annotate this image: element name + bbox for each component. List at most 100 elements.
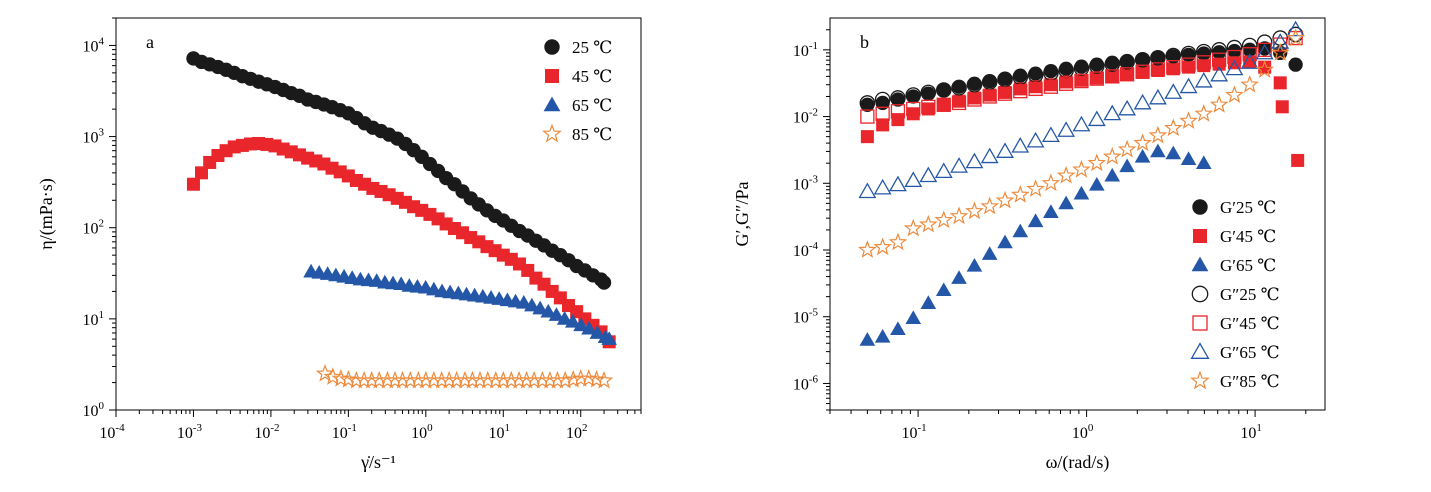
series-4 <box>315 363 614 389</box>
series-3 <box>859 143 1212 346</box>
data-point <box>1057 121 1076 137</box>
data-point <box>904 171 923 188</box>
data-point <box>995 190 1015 209</box>
legend-label: G″85 ℃ <box>1220 372 1280 391</box>
data-point <box>1119 158 1135 173</box>
data-point <box>1195 155 1212 170</box>
data-point <box>1257 42 1272 57</box>
data-point <box>1043 204 1059 218</box>
legend-item: 45 ℃ <box>545 67 612 86</box>
legend-marker <box>1190 342 1210 359</box>
x-axis-label: ω/(rad/s) <box>1046 452 1110 473</box>
legend-label: 65 ℃ <box>572 96 612 115</box>
data-point <box>921 86 936 101</box>
data-point <box>323 367 343 385</box>
data-point <box>906 89 921 104</box>
data-point <box>1074 73 1088 87</box>
data-point <box>966 257 983 272</box>
data-point <box>194 166 208 180</box>
data-point <box>934 162 953 179</box>
x-tick-label: 101 <box>489 422 511 442</box>
data-point <box>1240 53 1259 69</box>
data-point <box>1120 67 1134 81</box>
y-tick-label: 10-5 <box>793 307 819 327</box>
data-point <box>1271 33 1290 49</box>
data-point <box>1087 110 1106 127</box>
series-7 <box>858 28 1305 258</box>
series-3 <box>303 263 617 345</box>
data-point <box>1275 100 1289 114</box>
legend-label: G′25 ℃ <box>1220 198 1276 217</box>
data-point <box>1242 47 1257 62</box>
data-point <box>1255 43 1274 60</box>
data-point <box>965 152 984 169</box>
data-point <box>1105 69 1119 83</box>
data-point <box>1044 78 1058 92</box>
x-tick-label: 100 <box>411 422 433 442</box>
x-tick-label: 101 <box>1240 422 1262 442</box>
data-point <box>1180 151 1197 165</box>
legend-label: G″65 ℃ <box>1220 343 1280 362</box>
data-point <box>1090 71 1104 85</box>
data-point <box>1227 49 1242 65</box>
data-point <box>1148 88 1167 105</box>
data-point <box>921 99 936 114</box>
data-point <box>1011 137 1030 153</box>
data-point <box>1105 55 1120 70</box>
data-point <box>1089 57 1104 72</box>
data-point <box>997 234 1013 249</box>
data-point <box>967 91 981 105</box>
data-point <box>1180 45 1197 62</box>
data-point <box>1196 55 1211 70</box>
data-point <box>1013 68 1028 83</box>
y-tick-label: 104 <box>83 35 105 55</box>
legend-item: G″85 ℃ <box>1190 370 1280 391</box>
data-point <box>1241 37 1258 54</box>
data-point <box>524 297 540 312</box>
data-point <box>1074 73 1089 89</box>
data-point <box>1072 159 1091 178</box>
legend-label: 85 ℃ <box>572 125 612 144</box>
data-point <box>1240 74 1259 93</box>
data-point <box>1117 139 1137 158</box>
data-point <box>1059 75 1073 89</box>
data-point <box>981 74 998 90</box>
data-point <box>996 142 1014 158</box>
y-tick-label: 10-3 <box>793 173 819 193</box>
data-point <box>1041 173 1061 192</box>
data-point <box>920 295 937 309</box>
data-point <box>1074 59 1089 74</box>
data-point <box>951 79 967 96</box>
x-axis-label: γ̇/s⁻¹ <box>360 452 396 472</box>
series-5 <box>860 30 1303 124</box>
data-point <box>1118 99 1137 116</box>
data-point <box>1164 83 1183 99</box>
legend-label: G′45 ℃ <box>1220 227 1276 246</box>
data-point <box>890 92 906 107</box>
data-point <box>935 82 952 98</box>
data-point <box>1013 82 1027 96</box>
data-point <box>951 95 967 111</box>
legend-item: 85 ℃ <box>542 123 612 144</box>
series-2 <box>860 55 1305 167</box>
data-point <box>890 321 906 336</box>
data-point <box>982 89 997 104</box>
data-point <box>1286 20 1305 37</box>
data-point <box>186 177 200 191</box>
data-point <box>1041 126 1060 143</box>
data-point <box>1166 62 1180 76</box>
data-point <box>981 246 998 260</box>
series-2 <box>186 136 616 349</box>
data-point <box>935 282 952 297</box>
x-tick-label: 10-1 <box>332 422 357 442</box>
y-axis-label: G′,G″/Pa <box>732 182 752 247</box>
data-point <box>563 369 583 388</box>
data-point <box>1028 81 1043 97</box>
data-point <box>1056 165 1076 184</box>
data-point <box>579 369 599 387</box>
data-point <box>950 157 968 173</box>
data-point <box>1150 143 1166 158</box>
y-tick-label: 102 <box>83 218 105 238</box>
data-point <box>980 196 999 215</box>
